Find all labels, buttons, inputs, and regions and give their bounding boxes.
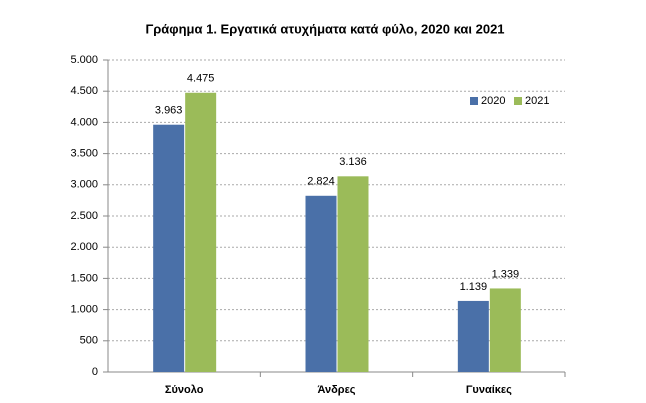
y-tick-label: 0 (92, 366, 98, 378)
y-tick-label: 1.000 (70, 304, 98, 316)
y-tick-label: 4.000 (70, 116, 98, 128)
bar (305, 195, 337, 372)
legend-swatch (470, 97, 478, 105)
y-tick-label: 2.000 (70, 241, 98, 253)
y-tick-label: 500 (80, 335, 98, 347)
y-tick-label: 1.500 (70, 272, 98, 284)
legend-swatch (514, 97, 522, 105)
value-label: 3.963 (155, 105, 183, 117)
value-label: 2.824 (307, 176, 335, 188)
value-label: 1.139 (460, 281, 488, 293)
bar (185, 92, 217, 372)
value-label: 1.339 (492, 268, 520, 280)
x-tick-label: Γυναίκες (466, 384, 512, 396)
y-tick-label: 2.500 (70, 210, 98, 222)
chart-title: Γράφημα 1. Εργατικά ατυχήματα κατά φύλο,… (145, 21, 504, 36)
y-tick-label: 3.500 (70, 148, 98, 160)
bar (489, 288, 521, 372)
x-tick-label: Σύνολο (165, 384, 204, 396)
y-tick-label: 5.000 (70, 54, 98, 66)
x-tick-label: Άνδρες (317, 384, 355, 396)
value-label: 4.475 (187, 73, 215, 85)
bar (457, 300, 489, 372)
legend-label: 2021 (525, 95, 549, 107)
bar (153, 124, 185, 372)
value-label: 3.136 (339, 156, 367, 168)
legend-label: 2020 (481, 95, 505, 107)
y-tick-label: 3.000 (70, 179, 98, 191)
bar (337, 176, 369, 372)
y-tick-label: 4.500 (70, 85, 98, 97)
